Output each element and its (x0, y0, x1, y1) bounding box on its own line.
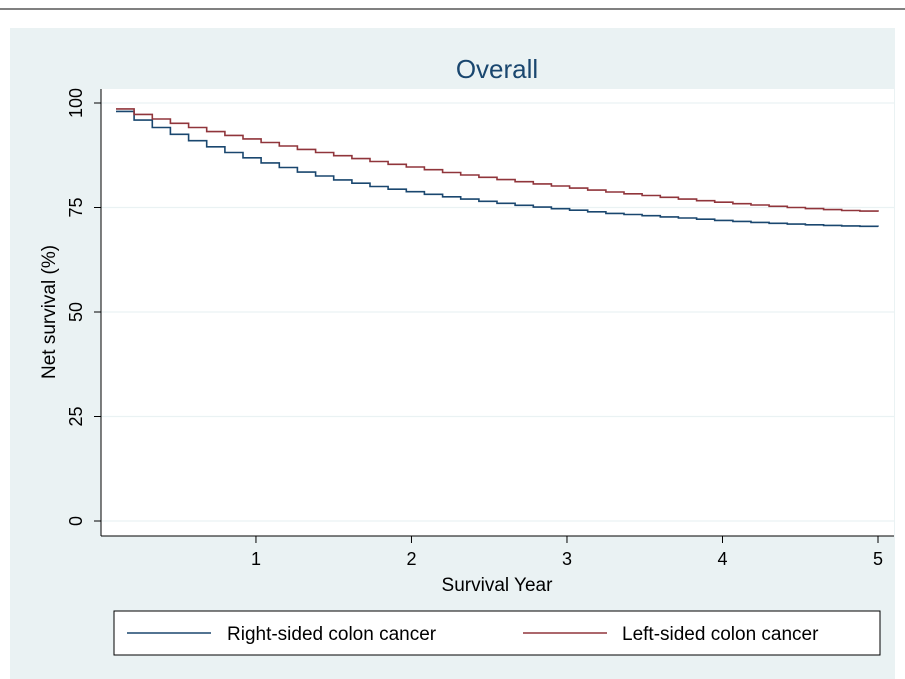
series-line-right-sided (116, 110, 879, 228)
y-axis: 0 25 50 75 100 (66, 88, 102, 536)
legend-label-right-sided: Right-sided colon cancer (227, 624, 437, 645)
x-tick-label: 2 (406, 549, 416, 569)
x-axis: 1 2 3 4 5 (101, 535, 894, 569)
y-tick-label: 50 (66, 302, 86, 322)
y-tick-label: 25 (66, 406, 86, 426)
y-tick-label: 75 (66, 197, 86, 217)
x-tick-label: 3 (562, 549, 572, 569)
x-tick-label: 1 (251, 549, 261, 569)
y-tick-label: 0 (66, 516, 86, 526)
x-axis-label: Survival Year (442, 575, 554, 596)
series-line-left-sided (116, 108, 879, 212)
x-tick-label: 4 (717, 549, 727, 569)
x-tick-label: 5 (873, 549, 883, 569)
chart-title: Overall (456, 54, 538, 84)
series-layer (116, 108, 879, 228)
legend: Right-sided colon cancer Left-sided colo… (113, 610, 881, 656)
y-axis-label: Net survival (%) (39, 245, 60, 379)
gridlines (101, 102, 894, 522)
legend-label-left-sided: Left-sided colon cancer (622, 624, 819, 645)
legend-box (113, 610, 881, 656)
y-tick-label: 100 (66, 88, 86, 118)
